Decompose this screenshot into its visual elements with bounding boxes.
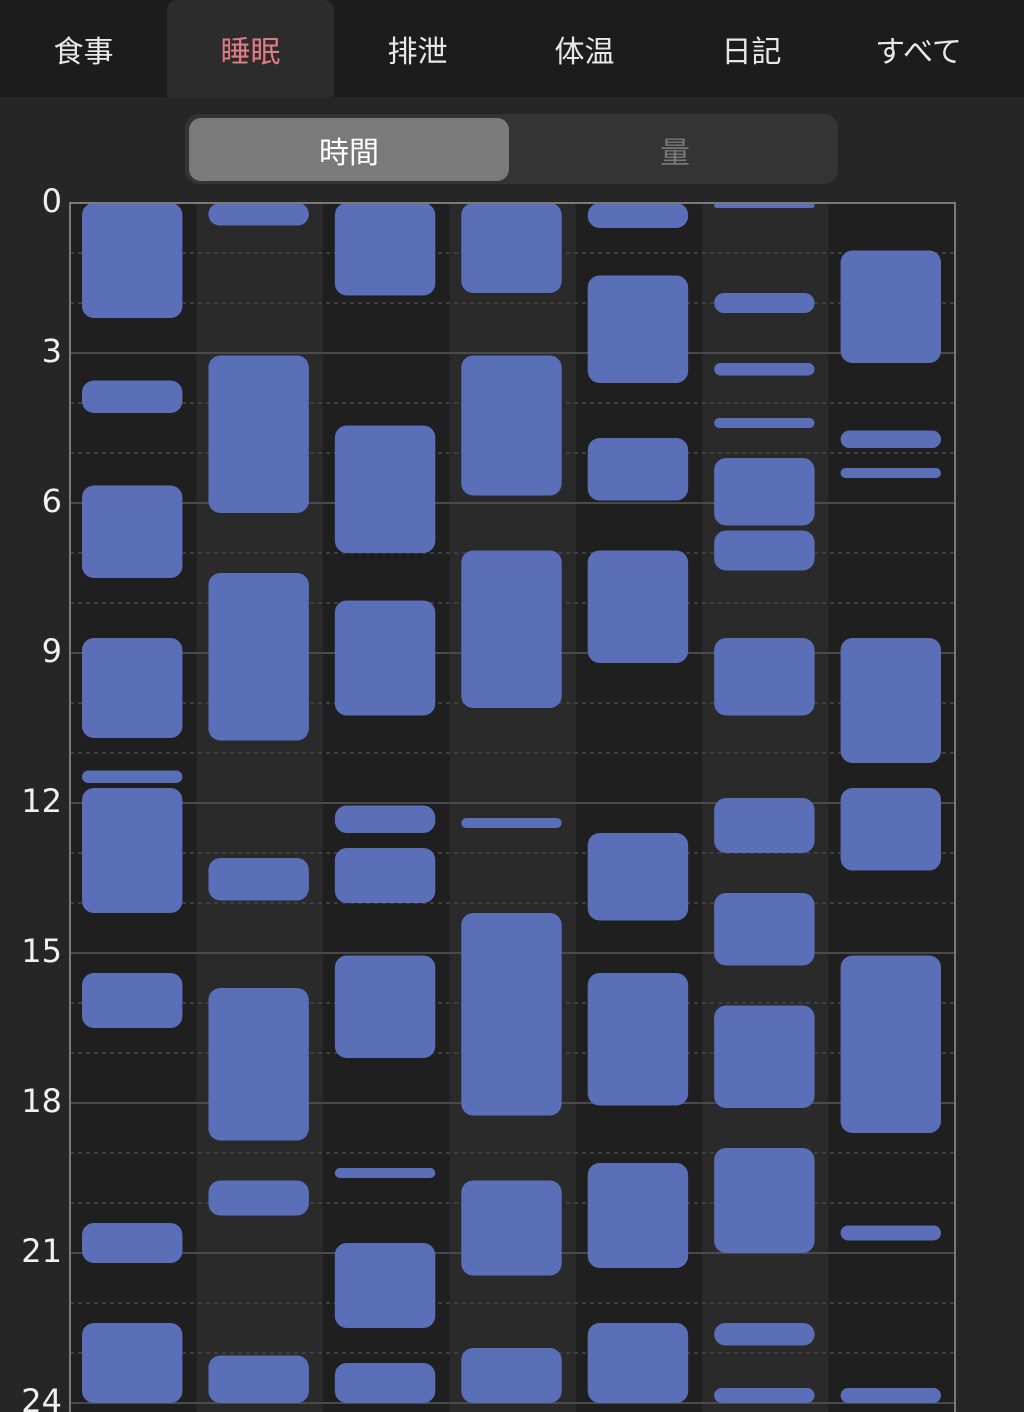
sleep-bar: [714, 1005, 815, 1108]
y-tick-label: 0: [42, 182, 62, 220]
y-tick-label: 18: [21, 1082, 62, 1120]
sleep-bar: [714, 418, 815, 428]
sleep-bar: [82, 638, 183, 738]
sleep-bar: [208, 355, 309, 513]
tab-bar: 食事 睡眠 排泄 体温 日記 すべて: [0, 0, 1024, 97]
segment[interactable]: 時間: [189, 118, 509, 181]
y-tick-label: 6: [42, 482, 62, 520]
sleep-bar: [334, 1168, 436, 1178]
sleep-bar: [82, 1323, 183, 1403]
sleep-bar: [587, 973, 689, 1106]
sleep-bar: [82, 1223, 183, 1263]
sleep-bar: [461, 1180, 562, 1276]
sleep-bar: [587, 1163, 689, 1268]
sleep-bar: [840, 1225, 941, 1241]
sleep-bar: [82, 973, 183, 1028]
sleep-bar: [82, 485, 183, 578]
y-tick-label: 21: [21, 1232, 62, 1270]
tab[interactable]: 体温: [554, 34, 615, 70]
y-tick-label: 9: [42, 632, 62, 670]
sleep-bar: [840, 468, 941, 478]
y-tick-label: 24: [21, 1382, 62, 1412]
sleep-bar: [840, 955, 941, 1133]
segmented-control: 時間 量: [185, 114, 838, 184]
tab[interactable]: 排泄: [387, 34, 448, 70]
sleep-bar: [714, 638, 815, 716]
tab[interactable]: 睡眠: [167, 0, 334, 97]
y-tick-label: 12: [21, 782, 62, 820]
sleep-bar: [461, 818, 562, 828]
sleep-bar: [461, 550, 562, 708]
sleep-bar: [334, 1363, 436, 1403]
sleep-bar: [461, 1348, 562, 1403]
sleep-bar: [840, 430, 941, 448]
sleep-bar: [461, 913, 562, 1116]
sleep-bar: [208, 203, 309, 226]
sleep-bar: [840, 250, 941, 363]
sleep-bar: [334, 203, 436, 296]
sleep-bar: [208, 573, 309, 741]
y-tick-label: 3: [42, 332, 62, 370]
sleep-bar: [208, 858, 309, 901]
sleep-bar: [334, 1243, 436, 1328]
sleep-bar: [587, 833, 689, 921]
sleep-bar: [461, 355, 562, 496]
sleep-bar: [82, 770, 183, 783]
sleep-bar: [714, 530, 815, 571]
sleep-bar: [714, 1148, 815, 1253]
sleep-bar: [714, 203, 815, 208]
sleep-bar: [587, 203, 689, 228]
sleep-bar: [587, 438, 689, 501]
sleep-bar: [208, 1355, 309, 1403]
sleep-bar: [587, 1323, 689, 1403]
sleep-bar: [82, 203, 183, 318]
sleep-bar: [334, 848, 436, 903]
sleep-bar: [714, 363, 815, 376]
sleep-bar: [587, 550, 689, 663]
tab[interactable]: すべて: [875, 34, 962, 70]
tab[interactable]: 日記: [721, 34, 782, 70]
sleep-bar: [714, 293, 815, 313]
plot: [70, 203, 955, 1412]
sleep-bar: [840, 1388, 941, 1403]
sleep-bar: [840, 638, 941, 763]
sleep-bar: [714, 458, 815, 526]
plot-border: [69, 202, 956, 1412]
sleep-bar: [208, 988, 309, 1141]
tab[interactable]: 食事: [53, 34, 114, 70]
sleep-bar: [82, 380, 183, 413]
sleep-bar: [334, 600, 436, 716]
sleep-bar: [82, 788, 183, 913]
y-tick-label: 15: [21, 932, 62, 970]
sleep-bar: [714, 893, 815, 966]
sleep-bar: [840, 788, 941, 871]
sleep-bar: [714, 1388, 815, 1403]
sleep-bar: [334, 955, 436, 1058]
sleep-bar: [461, 203, 562, 293]
sleep-bar: [714, 798, 815, 853]
sleep-bar: [714, 1323, 815, 1346]
sleep-bar: [334, 425, 436, 553]
sleep-bar: [587, 275, 689, 383]
sleep-bar: [208, 1180, 309, 1216]
sleep-bar: [334, 805, 436, 833]
segment[interactable]: 量: [660, 135, 690, 171]
